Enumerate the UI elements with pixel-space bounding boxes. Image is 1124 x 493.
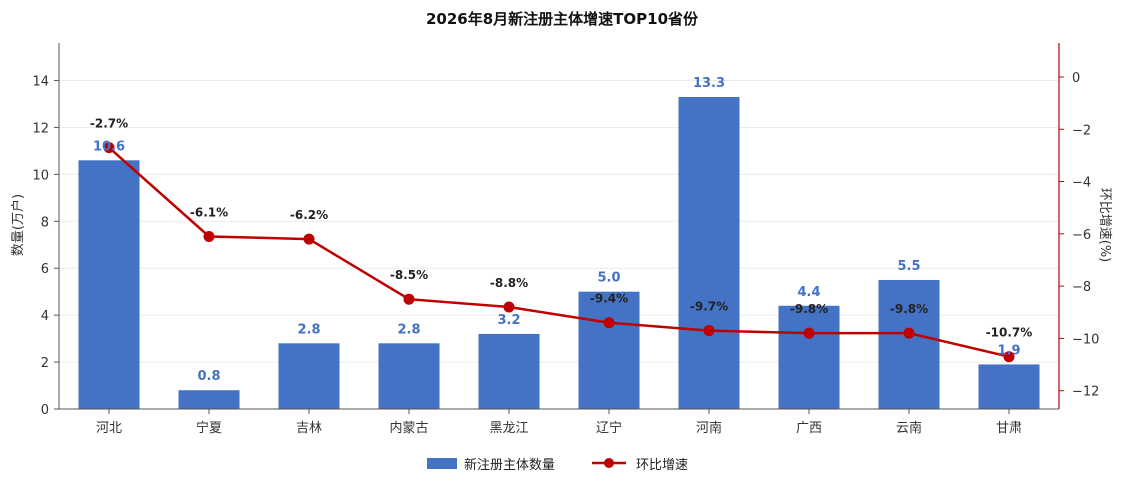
y-right-tick-label: 0 — [1072, 71, 1080, 86]
bar — [978, 364, 1040, 409]
growth-value-label: -6.2% — [290, 208, 328, 222]
bar-layer — [78, 96, 1040, 409]
legend-line-marker — [604, 458, 614, 468]
growth-value-label: -9.4% — [590, 292, 628, 306]
y-right-tick-label: −10 — [1072, 332, 1099, 347]
legend-line-label: 环比增速 — [636, 458, 688, 473]
growth-point — [203, 230, 215, 242]
y-axis-left-label: 数量(万户) — [10, 194, 26, 256]
bar-value-label: 5.0 — [597, 271, 620, 286]
y-right-tick-label: −6 — [1072, 228, 1091, 243]
axis-layer: 0 2 4 6 8 10 12 14 0 −2 −4 −6 −8 −10 −12 河北 宁夏 吉林 内蒙古 黑龙江 辽宁… — [32, 43, 1099, 436]
bar — [778, 305, 840, 409]
legend-bar-label: 新注册主体数量 — [464, 457, 555, 473]
chart-title: 2026年8月新注册主体增速TOP10省份 — [426, 10, 699, 28]
growth-point — [503, 301, 515, 313]
x-tick-label: 黑龙江 — [489, 421, 528, 436]
y-left-tick-label: 2 — [41, 356, 49, 371]
growth-point — [403, 293, 415, 305]
growth-line — [108, 146, 1010, 358]
x-tick-label: 内蒙古 — [389, 420, 428, 436]
y-right-tick-label: −8 — [1072, 280, 1091, 295]
growth-value-label: -9.7% — [690, 300, 728, 314]
y-left-tick-label: 10 — [32, 168, 49, 183]
bar-value-label: 5.5 — [897, 259, 920, 274]
growth-point — [903, 327, 915, 339]
x-tick-label: 辽宁 — [596, 420, 622, 436]
growth-value-label: -6.1% — [190, 205, 228, 219]
bar — [178, 390, 240, 409]
growth-point — [803, 327, 815, 339]
bar-value-label: 1.9 — [997, 343, 1020, 358]
bar-value-label: 0.8 — [197, 369, 220, 384]
x-tick-label: 甘肃 — [996, 421, 1022, 436]
y-left-tick-label: 6 — [41, 262, 49, 277]
growth-point — [303, 233, 315, 245]
y-axis-right-label: 环比增速(%) — [1097, 188, 1112, 263]
bar — [878, 279, 940, 409]
bar-value-label: 3.2 — [497, 313, 520, 328]
y-left-tick-label: 4 — [41, 309, 49, 324]
x-tick-label: 吉林 — [296, 421, 322, 436]
legend-bar-swatch — [427, 458, 457, 469]
y-right-tick-label: −4 — [1072, 176, 1091, 191]
y-left-tick-label: 14 — [32, 75, 49, 90]
y-right-tick-label: −2 — [1072, 123, 1091, 138]
growth-value-label: -10.7% — [986, 326, 1033, 340]
bar — [378, 343, 440, 409]
bar — [678, 96, 740, 409]
legend: 新注册主体数量 环比增速 — [427, 457, 688, 473]
line-layer — [103, 142, 1015, 363]
y-right-tick-label: −12 — [1072, 385, 1099, 400]
bar-value-label: 2.8 — [397, 322, 420, 337]
bar-value-label: 4.4 — [797, 285, 820, 300]
bar-value-label: 13.3 — [693, 76, 725, 91]
growth-point — [1003, 351, 1015, 363]
y-left-tick-label: 0 — [41, 403, 49, 418]
bar — [278, 343, 340, 409]
x-tick-label: 宁夏 — [196, 420, 222, 436]
bar-value-label: 10.6 — [93, 139, 125, 154]
x-tick-label: 广西 — [796, 421, 822, 436]
growth-value-label: -8.8% — [490, 276, 528, 290]
growth-value-label: -8.5% — [390, 268, 428, 282]
bar — [478, 333, 540, 409]
growth-point — [703, 325, 715, 337]
y-left-tick-label: 8 — [41, 215, 49, 230]
growth-value-label: -9.8% — [790, 302, 828, 316]
bar-value-label: 2.8 — [297, 322, 320, 337]
growth-point — [603, 317, 615, 329]
x-tick-label: 云南 — [896, 420, 922, 436]
growth-value-label: -2.7% — [90, 117, 128, 131]
grid-layer — [59, 80, 1059, 363]
bar — [578, 291, 640, 409]
x-tick-label: 河北 — [96, 421, 122, 436]
label-layer: 10.6 0.8 2.8 2.8 3.2 5.0 13.3 4.4 5.5 1.9 -2.7% -6.… — [90, 76, 1032, 384]
y-left-tick-label: 12 — [32, 121, 49, 136]
x-tick-label: 河南 — [696, 420, 722, 436]
growth-point — [103, 142, 115, 154]
bar — [78, 160, 140, 409]
growth-value-label: -9.8% — [890, 302, 928, 316]
